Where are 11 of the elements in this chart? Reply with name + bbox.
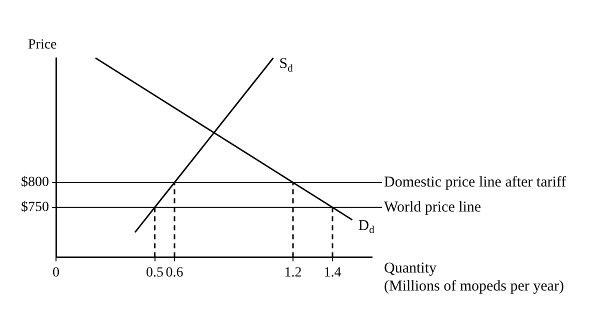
x-tick-label: 0 — [52, 265, 60, 280]
ref-line-label: Domestic price line after tariff — [384, 174, 566, 190]
x-axis-title: Quantity (Millions of mopeds per year) — [384, 260, 564, 295]
ref-line-label: World price line — [384, 199, 482, 216]
x-tick-label: 1.4 — [324, 265, 342, 280]
x-tick-label: 0.6 — [166, 265, 184, 280]
y-tick-label: $800 — [21, 175, 49, 190]
y-tick-label: $750 — [21, 200, 49, 216]
x-tick-label: 1.2 — [284, 265, 302, 280]
y-axis-title: Price — [28, 38, 57, 53]
x-tick-label: 0.5 — [146, 265, 164, 280]
